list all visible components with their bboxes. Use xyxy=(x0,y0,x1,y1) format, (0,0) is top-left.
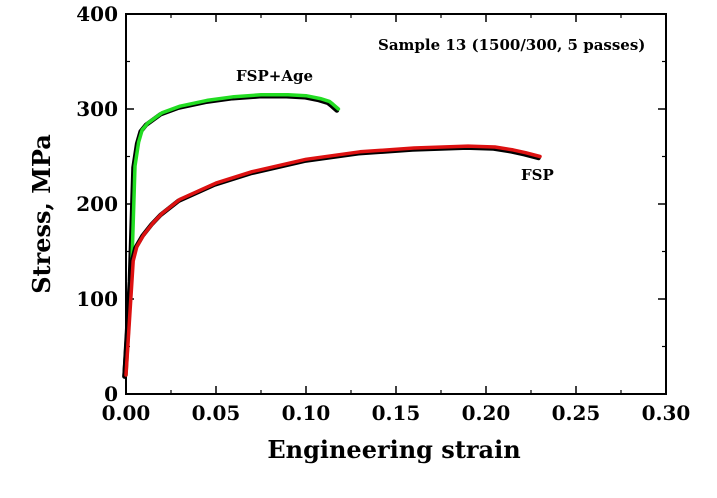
y-tick-label: 400 xyxy=(76,2,118,26)
x-axis-ticks xyxy=(125,14,667,394)
plot-frame xyxy=(125,13,667,395)
y-axis-ticks xyxy=(126,13,666,395)
x-tick-label: 0.00 xyxy=(102,401,151,425)
series-shadow-fsp xyxy=(122,145,541,379)
series-shadow-fsp-age xyxy=(122,94,340,379)
x-axis-title: Engineering strain xyxy=(267,435,520,464)
y-tick-label: 0 xyxy=(104,382,118,406)
y-tick-label: 200 xyxy=(76,192,118,216)
x-tick-label: 0.30 xyxy=(642,401,691,425)
x-tick-label: 0.15 xyxy=(372,401,421,425)
y-tick-label: 100 xyxy=(76,287,118,311)
x-axis-tick-labels: 0.00 0.05 0.10 0.15 0.20 0.25 0.30 xyxy=(102,401,691,425)
y-axis-title: Stress, MPa xyxy=(27,134,56,294)
y-tick-label: 300 xyxy=(76,97,118,121)
y-axis-tick-labels: 0 100 200 300 400 xyxy=(76,2,118,406)
series-line-fsp xyxy=(124,144,542,377)
series-label-fsp: FSP xyxy=(521,166,554,184)
series-label-fsp-age: FSP+Age xyxy=(236,67,313,85)
x-tick-label: 0.10 xyxy=(282,401,331,425)
series-line-fsp-age xyxy=(124,93,341,377)
x-tick-label: 0.05 xyxy=(192,401,241,425)
series-lines xyxy=(122,93,542,379)
x-tick-label: 0.20 xyxy=(462,401,511,425)
x-tick-label: 0.25 xyxy=(552,401,601,425)
sample-annotation: Sample 13 (1500/300, 5 passes) xyxy=(378,36,645,54)
